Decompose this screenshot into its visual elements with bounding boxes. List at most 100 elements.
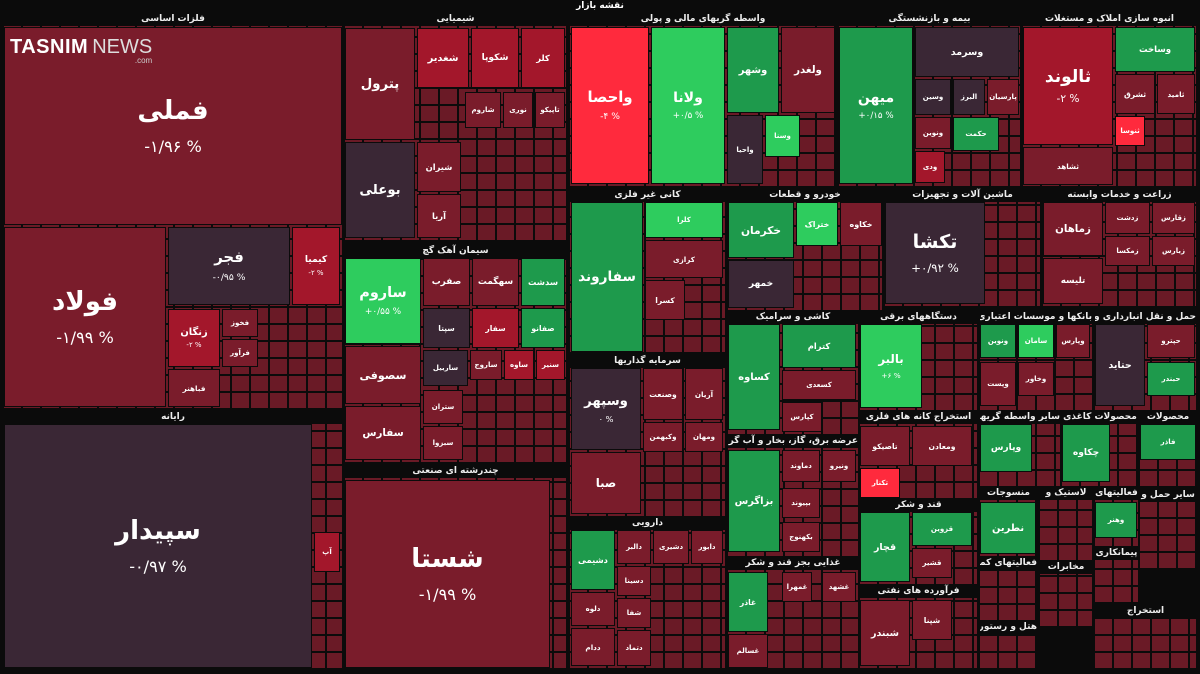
stock-tile: غمهرا [782, 572, 812, 602]
stock-tile: پترول [345, 28, 415, 140]
sector: قند و شکر قچار قزوین قشیر [860, 498, 977, 584]
stock-change: -۱/۹۹ % [56, 327, 114, 347]
sector: فلزات اساسی فملی -۱/۹۶ % فولاد -۱/۹۹ % فجر -۰/… [4, 12, 342, 408]
stock-label: غشهد [828, 583, 850, 591]
stock-tile: ومعادن [912, 426, 972, 466]
sector-name: بیمه و بازنشستگی [888, 14, 971, 24]
stock-label: فباهنر [182, 383, 206, 393]
stock-tile: ددام [571, 628, 615, 666]
stock-label: واحصا [587, 88, 633, 106]
stock-change: -۴ % [600, 111, 620, 123]
stock-label: وساخت [1138, 44, 1172, 55]
sector: غذایی بجز قند و شکر غاذر غمهرا غشهد غسالم [728, 556, 858, 668]
stock-label: ساروم [359, 285, 407, 302]
stock-label: شاروم [471, 106, 495, 114]
sector-name: فرآورده های نفتی [877, 586, 960, 596]
sector: فعالیتهای وهنر [1095, 486, 1138, 546]
stock-change: +۰/۵۵ % [364, 306, 402, 317]
sector-background [1095, 618, 1196, 668]
sector: هتل و رستوران [980, 620, 1037, 668]
stock-label: وپارس [1061, 337, 1085, 345]
sector-name: محصولات [1146, 412, 1190, 422]
stock-label: دابور [698, 543, 716, 551]
stock-tile: ولغدر [781, 27, 835, 113]
stock-tile: ستران [423, 390, 463, 424]
stock-change: -۲ % [186, 341, 202, 350]
sector: چندرشته ای صنعتی شستا -۱/۹۹ % [345, 464, 566, 668]
stock-tile: زماهان [1043, 202, 1103, 256]
sector-background [980, 634, 1037, 668]
stock-label: شستا [411, 544, 484, 575]
stock-tile: خمهر [728, 260, 794, 308]
stock-label: ستران [431, 403, 455, 411]
stock-tile: صفانو [521, 308, 565, 348]
stock-label: وسنا [774, 132, 791, 140]
stock-label: دتماد [625, 644, 643, 652]
stock-label: غسالم [736, 647, 760, 655]
stock-tile: ودی [915, 151, 945, 183]
stock-label: تاپیکو [540, 106, 560, 114]
stock-change: -۱/۹۶ % [144, 136, 202, 156]
stock-tile: ثشاهد [1023, 147, 1113, 185]
sector-name: سایر حمل و [1141, 490, 1195, 500]
sector: محصولات فاذر [1140, 410, 1196, 486]
stock-change: -۲ % [1056, 93, 1080, 106]
stock-tile: قچار [860, 512, 910, 582]
stock-tile: وخاور [1018, 362, 1054, 396]
sector-background [980, 570, 1037, 620]
stock-label: سهگمت [477, 277, 514, 287]
stock-tile: ثامید [1157, 74, 1195, 114]
stock-tile: وساخت [1115, 27, 1195, 72]
stock-label: میهن [857, 89, 895, 106]
stock-label: صفرب [431, 277, 462, 287]
stock-label: کترام [807, 341, 831, 351]
sector: ماشین آلات و تجهیزات تکشا +۰/۹۲ % [885, 188, 1040, 306]
stock-tile: آپ [314, 532, 340, 572]
stock-tile: دسینا [617, 566, 651, 596]
stock-tile: فخوز [222, 309, 258, 337]
stock-tile: فباهنر [168, 369, 220, 407]
stock-label: قزوین [930, 525, 954, 533]
stock-label: واحیا [736, 145, 754, 154]
stock-label: شغدیر [427, 52, 459, 64]
stock-label: شفا [626, 609, 642, 617]
stock-tile: کترام [782, 324, 856, 368]
stock-tile: زدشت [1105, 202, 1150, 234]
stock-tile: تکشا +۰/۹۲ % [885, 202, 985, 304]
stock-tile: دتماد [617, 630, 651, 666]
stock-tile: سبزوا [423, 426, 463, 460]
stock-label: سبزوا [432, 439, 454, 447]
stock-tile: سفاروند [571, 202, 643, 352]
sector: محصولات کاغذی چکاوه [1062, 410, 1138, 486]
stock-tile: سهگمت [472, 258, 519, 306]
stock-tile: سفارس [345, 406, 421, 460]
stock-tile: نطرین [980, 502, 1036, 554]
stock-tile: خکاوه [840, 202, 882, 246]
stock-label: البرز [960, 93, 978, 101]
stock-label: وشهر [738, 64, 768, 76]
stock-label: کسعدی [806, 381, 832, 389]
stock-label: وپست [987, 380, 1009, 388]
stock-tile: زمکسا [1105, 236, 1150, 266]
stock-label: سپتا [438, 323, 455, 333]
sector-name: پیمانکاری [1095, 548, 1138, 558]
stock-change: -۱/۹۹ % [418, 584, 477, 604]
stock-label: سفارس [362, 427, 404, 439]
stock-tile: ولانا +۰/۵ % [651, 27, 725, 184]
sector: انبوه سازی املاک و مستغلات ثالوند -۲ % وساخ… [1023, 12, 1196, 186]
sector-background [1140, 502, 1196, 568]
stock-label: خمهر [748, 279, 774, 289]
stock-label: کپارس [790, 413, 814, 421]
stock-tile: کلر [521, 28, 565, 88]
stock-tile: وکبهمن [643, 422, 683, 452]
stock-label: صفانو [531, 323, 555, 333]
stock-label: زنگان [180, 326, 208, 338]
stock-tile: چکاوه [1062, 424, 1110, 482]
sector: کانی غیر فلزی سفاروند کلرا کرازی کسرا [570, 188, 725, 352]
sector: استخراج کانه های فلزی تاصیکو ومعادن تکنار [860, 410, 977, 498]
stock-tile: بزاگرس [728, 450, 780, 552]
stock-label: فجر [214, 249, 244, 267]
stock-tile: شفا [617, 598, 651, 628]
stock-label: حکمت [965, 130, 987, 138]
